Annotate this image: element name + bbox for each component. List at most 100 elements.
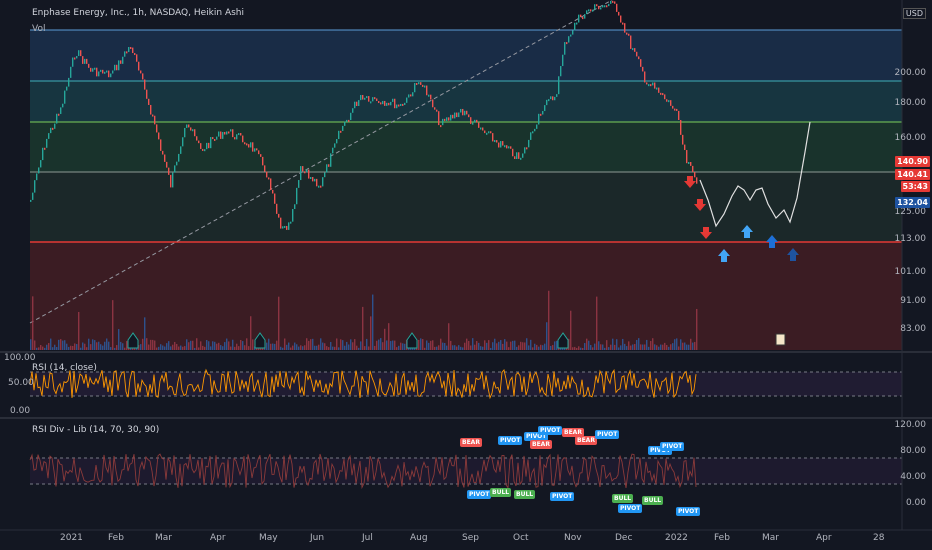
- candle: [450, 114, 452, 121]
- candle: [466, 110, 468, 115]
- volume-bar: [448, 323, 450, 350]
- volume-bar: [616, 339, 618, 350]
- volume-bar: [474, 344, 476, 350]
- volume-bar: [688, 344, 690, 350]
- volume-bar: [318, 344, 320, 350]
- candle: [46, 138, 48, 148]
- volume-bar: [218, 342, 220, 350]
- volume-bar: [532, 347, 534, 350]
- candle: [654, 82, 656, 89]
- pivot-flag[interactable]: PIVOT: [524, 432, 549, 441]
- volume-bar: [82, 342, 84, 350]
- candle: [486, 132, 488, 135]
- volume-bar: [68, 346, 70, 350]
- candle: [32, 192, 34, 200]
- price-label: 125.00: [894, 207, 927, 217]
- candle: [360, 94, 362, 101]
- up-arrow-icon: [766, 235, 778, 248]
- div-label: 40.00: [900, 472, 926, 482]
- volume-bar: [578, 346, 580, 350]
- candle: [124, 51, 126, 57]
- volume-bar: [298, 346, 300, 350]
- bear-flag[interactable]: BEAR: [460, 438, 482, 447]
- volume-bar: [482, 346, 484, 350]
- pivot-flag[interactable]: PIVOT: [676, 507, 701, 516]
- earnings-icon[interactable]: [557, 332, 569, 349]
- volume-bar: [150, 339, 152, 350]
- candle: [148, 98, 150, 105]
- candle: [596, 4, 598, 7]
- volume-bar: [54, 344, 56, 350]
- volume-bar: [394, 340, 396, 350]
- zone-band: [30, 242, 902, 350]
- volume-bar: [612, 338, 614, 350]
- bull-flag[interactable]: BULL: [612, 494, 634, 503]
- candle: [344, 121, 346, 126]
- bull-flag[interactable]: BULL: [642, 496, 664, 505]
- candle: [664, 94, 666, 100]
- volume-bar: [72, 345, 74, 350]
- candle: [644, 71, 646, 83]
- candle: [128, 47, 130, 53]
- candle: [270, 178, 272, 190]
- symbol-title[interactable]: Enphase Energy, Inc., 1h, NASDAQ, Heikin…: [32, 8, 244, 18]
- candle: [550, 96, 552, 100]
- candle: [136, 54, 138, 62]
- bear-flag[interactable]: BEAR: [562, 428, 584, 437]
- candle: [366, 96, 368, 99]
- volume-bar: [472, 338, 474, 350]
- candle: [30, 199, 32, 202]
- candle: [138, 61, 140, 71]
- candle: [542, 111, 544, 115]
- bull-flag[interactable]: BULL: [514, 490, 536, 499]
- candle: [260, 154, 262, 157]
- pivot-flag[interactable]: PIVOT: [538, 426, 563, 435]
- candle: [214, 138, 216, 141]
- candle: [372, 97, 374, 102]
- volume-bar: [294, 342, 296, 350]
- candle: [216, 136, 218, 140]
- candle: [364, 97, 366, 100]
- dividend-icon[interactable]: [775, 333, 786, 346]
- candle: [620, 15, 622, 23]
- pivot-flag[interactable]: PIVOT: [550, 492, 575, 501]
- time-label: 2021: [60, 533, 83, 543]
- candle: [576, 22, 578, 25]
- candle: [428, 94, 430, 97]
- rsi-title[interactable]: RSI (14, close): [32, 363, 97, 373]
- pivot-flag[interactable]: PIVOT: [660, 442, 685, 451]
- volume-bar: [620, 345, 622, 350]
- volume-bar: [478, 342, 480, 350]
- pivot-flag[interactable]: PIVOT: [618, 504, 643, 513]
- pivot-flag[interactable]: PIVOT: [498, 436, 523, 445]
- bull-flag[interactable]: BULL: [490, 488, 512, 497]
- pivot-flag[interactable]: PIVOT: [467, 490, 492, 499]
- earnings-icon[interactable]: [127, 332, 139, 349]
- volume-bar: [280, 346, 282, 350]
- earnings-icon[interactable]: [406, 332, 418, 349]
- volume-bar: [452, 345, 454, 350]
- div-title[interactable]: RSI Div - Lib (14, 70, 30, 90): [32, 425, 160, 435]
- pivot-flag[interactable]: PIVOT: [595, 430, 620, 439]
- bear-flag[interactable]: BEAR: [530, 440, 552, 449]
- earnings-icon[interactable]: [254, 332, 266, 349]
- bear-flag[interactable]: BEAR: [575, 436, 597, 445]
- time-label: Apr: [816, 533, 832, 543]
- currency-label[interactable]: USD: [902, 8, 926, 19]
- volume-bar: [194, 347, 196, 350]
- candle: [382, 100, 384, 105]
- candle: [640, 59, 642, 67]
- volume-bar: [78, 311, 80, 350]
- candle: [174, 165, 176, 173]
- volume-bar: [664, 342, 666, 350]
- trend-line[interactable]: [29, 0, 613, 324]
- volume-bar: [682, 342, 684, 350]
- candle: [354, 101, 356, 109]
- candle: [254, 148, 256, 152]
- candle: [696, 177, 698, 184]
- candle: [114, 64, 116, 71]
- candle: [294, 204, 296, 210]
- candle: [642, 66, 644, 72]
- volume-bar: [120, 341, 122, 350]
